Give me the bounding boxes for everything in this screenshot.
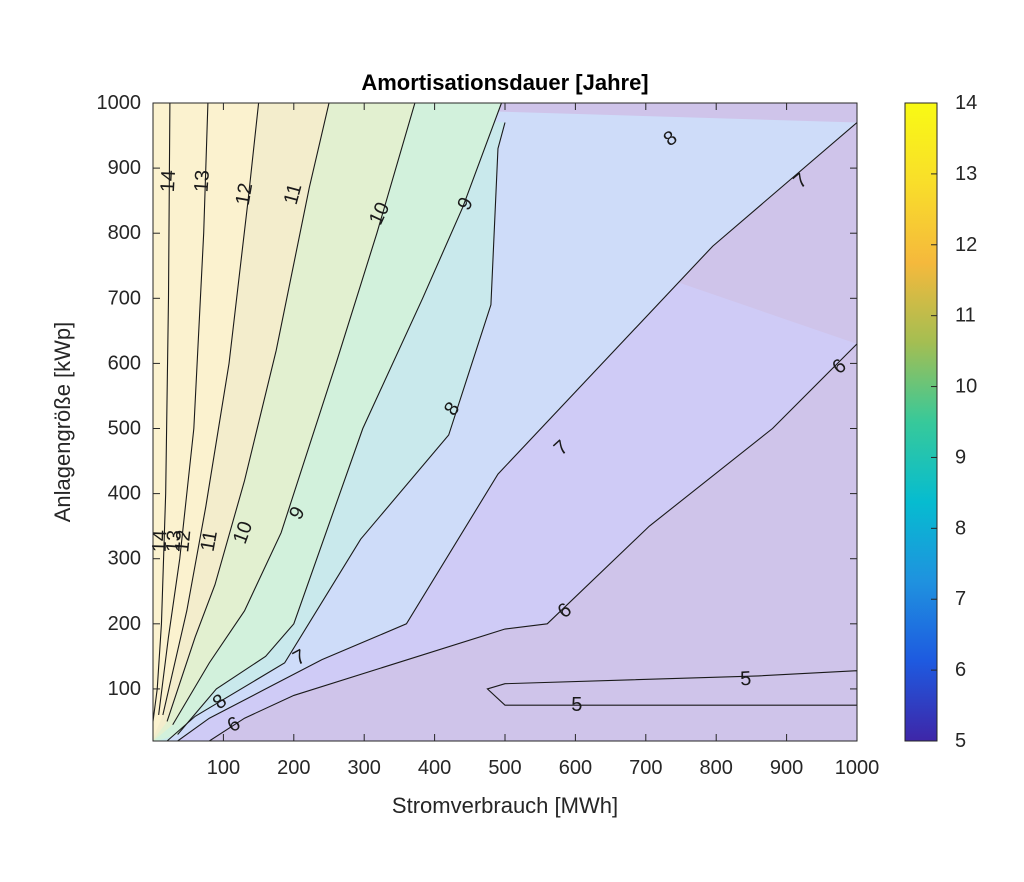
contour-label-5: 5 [740,668,752,691]
x-tick-label: 700 [629,757,662,779]
contour-line-10 [172,103,416,726]
contour-line-13 [158,103,209,716]
y-tick-label: 800 [108,222,141,244]
y-tick-label: 100 [108,678,141,700]
colorbar-ticks: 5 6 7 8 9 10 11 12 13 14 [931,92,977,752]
contour-line-11 [166,103,330,722]
x-tick-label: 300 [348,757,381,779]
y-tick-label: 600 [108,352,141,374]
contour-label-14: 14 [157,169,180,192]
contour-label-12: 12 [232,181,258,207]
contour-lines [153,103,857,741]
x-tick-label: 900 [770,757,803,779]
contour-label-12: 12 [171,529,195,553]
region-fill-14 [153,103,170,722]
colorbar-tick-label: 6 [955,659,966,681]
y-tick-label: 500 [108,418,141,440]
colorbar-tick-label: 12 [955,234,977,256]
x-axis: 100 200 300 400 500 600 700 800 900 1000 [207,103,880,779]
contour-label-5: 5 [571,694,582,716]
colorbar-tick-label: 14 [955,92,977,114]
y-tick-label: 300 [108,548,141,570]
x-tick-label: 800 [700,757,733,779]
contour-line-7 [177,122,857,741]
colorbar-tick-label: 13 [955,163,977,185]
colorbar-tick-label: 11 [955,305,976,327]
contour-label-13: 13 [191,169,214,193]
colorbar-tick-label: 10 [955,376,977,398]
plot-fill-regions [153,103,857,741]
contour-label-13: 13 [162,529,185,553]
x-axis-label: Stromverbrauch [MWh] [392,793,618,818]
colorbar-tick-label: 7 [955,588,966,610]
chart-title: Amortisationsdauer [Jahre] [361,70,648,95]
y-tick-label: 700 [108,287,141,309]
x-tick-label: 500 [488,757,521,779]
colorbar [904,102,938,742]
x-tick-label: 600 [559,757,592,779]
contour-label-14: 14 [149,530,172,553]
x-tick-label: 100 [207,757,240,779]
colorbar-tick-label: 5 [955,730,966,752]
contour-line-5 [486,670,857,706]
colorbar-tick-label: 8 [955,517,966,539]
x-tick-label: 200 [277,757,310,779]
x-tick-label: 400 [418,757,451,779]
y-tick-label: 400 [108,483,141,505]
contour-label-11: 11 [197,529,222,553]
y-tick-label: 900 [108,157,141,179]
y-axis: 100 200 300 400 500 600 700 800 900 1000 [97,92,857,700]
contour-line-12 [162,103,260,716]
colorbar-tick-label: 9 [955,446,966,468]
contour-line-14 [153,103,171,722]
y-tick-label: 200 [108,613,141,635]
contour-line-8 [166,122,506,741]
x-tick-label: 1000 [835,757,880,779]
y-axis-label: Anlagengröße [kWp] [50,322,75,523]
contour-line-6 [209,343,857,741]
contour-line-9 [177,103,502,735]
y-tick-label: 1000 [97,92,142,114]
